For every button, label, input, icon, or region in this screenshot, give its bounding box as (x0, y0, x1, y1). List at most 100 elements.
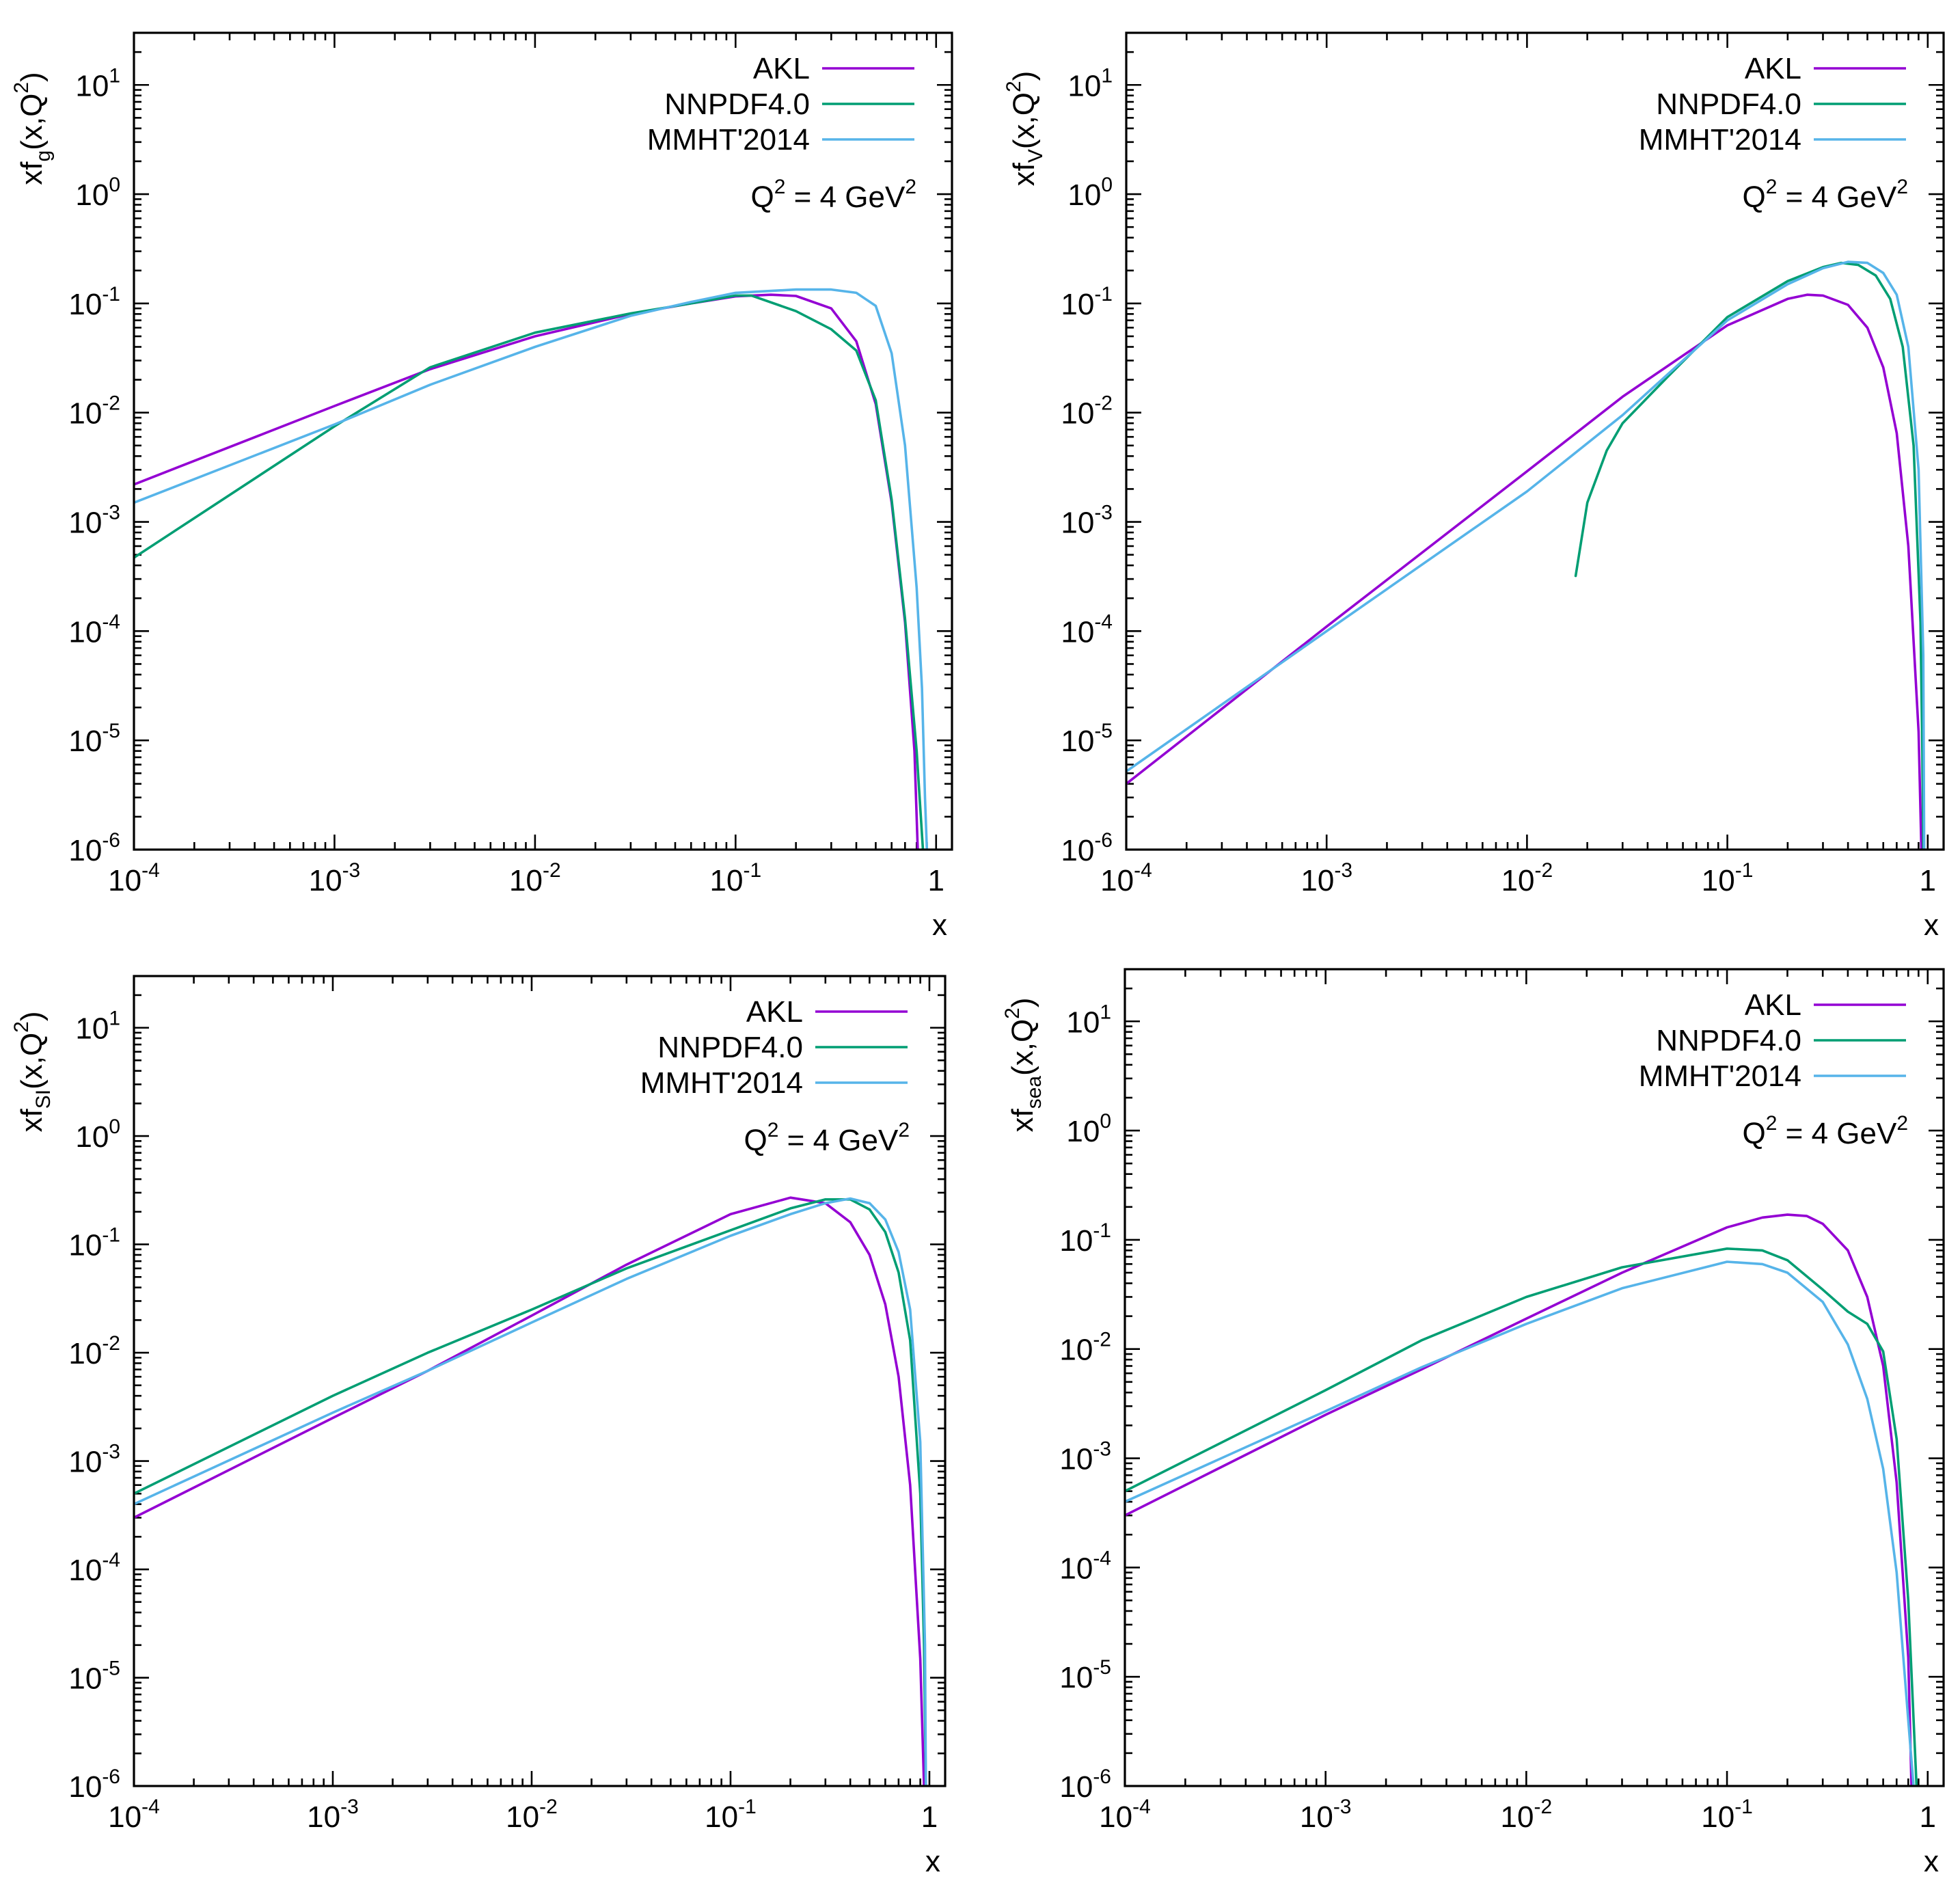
plot-frame (1125, 31, 1945, 851)
x-tick-label: 10-2 (1501, 1796, 1553, 1834)
legend-label: MMHT'2014 (1639, 1059, 1801, 1093)
y-tick-label: 10-1 (68, 283, 120, 321)
y-tick-label: 101 (1067, 64, 1113, 103)
x-tick-label: 10-3 (307, 1796, 359, 1834)
series-group (134, 288, 929, 850)
legend-label: AKL (1745, 988, 1801, 1022)
y-tick-label: 100 (75, 1115, 120, 1154)
legend-label: NNPDF4.0 (1656, 1024, 1801, 1057)
x-tick-label: 1 (1920, 1800, 1936, 1834)
y-tick-label: 101 (1066, 1001, 1111, 1039)
q2-annotation: Q2 = 4 GeV2 (744, 1119, 910, 1157)
y-tick-label: 10-6 (68, 829, 120, 867)
series-line-nnpdf4-0 (1125, 1247, 1918, 1786)
y-axis-ticks (134, 975, 945, 1787)
y-tick-label: 10-6 (68, 1766, 120, 1804)
y-tick-label: 10-3 (68, 502, 120, 540)
x-tick-label: 10-3 (1300, 1796, 1352, 1834)
x-axis-label: x (925, 1845, 940, 1878)
x-axis-ticks (133, 33, 938, 850)
x-axis-ticks (133, 976, 931, 1786)
y-tick-label: 10-2 (68, 392, 120, 431)
y-tick-label: 10-4 (1059, 1547, 1111, 1585)
y-tick-label: 10-5 (68, 1658, 120, 1696)
series-line-mmht-2014 (1125, 1260, 1915, 1786)
panel-singlet: 10-4 10-3 10-2 10-1 1 10-6 10-5 10-4 10-3 10-2 10-… (10, 975, 947, 1878)
y-tick-label: 10-2 (1061, 392, 1113, 431)
x-tick-label: 10-4 (108, 859, 160, 897)
y-tick-label: 10-1 (1059, 1219, 1111, 1258)
x-tick-label: 10-1 (710, 859, 762, 897)
q2-annotation: Q2 = 4 GeV2 (1743, 1112, 1909, 1150)
y-tick-label: 10-6 (1059, 1766, 1111, 1804)
series-line-mmht-2014 (1126, 260, 1926, 850)
x-axis-label: x (1924, 908, 1939, 942)
plot-frame (133, 31, 953, 851)
y-tick-label: 10-3 (68, 1441, 120, 1479)
legend-label: NNPDF4.0 (664, 87, 810, 121)
y-tick-label: 10-3 (1061, 502, 1113, 540)
y-tick-label: 10-4 (1061, 610, 1113, 649)
y-tick-label: 10-5 (1059, 1656, 1111, 1694)
y-tick-label: 10-1 (1061, 283, 1113, 321)
series-group (1126, 260, 1926, 850)
y-axis-label: xfg(x,Q2) (10, 72, 55, 185)
x-tick-label: 1 (921, 1800, 938, 1834)
x-tick-label: 10-4 (1099, 1796, 1151, 1834)
y-axis-ticks (1125, 968, 1944, 1787)
y-tick-label: 10-2 (1059, 1329, 1111, 1367)
series-line-mmht-2014 (134, 1197, 927, 1786)
x-tick-label: 10-3 (309, 859, 361, 897)
series-line-akl (134, 1196, 925, 1786)
x-tick-label: 10-2 (506, 1796, 558, 1834)
series-line-nnpdf4-0 (134, 294, 925, 850)
x-tick-label: 10-4 (108, 1796, 160, 1834)
legend-label: MMHT'2014 (1639, 123, 1801, 157)
x-tick-label: 10-2 (509, 859, 561, 897)
plot-frame (1124, 968, 1945, 1787)
y-axis-label: xfsea(x,Q2) (1001, 997, 1046, 1132)
series-line-nnpdf4-0 (134, 1198, 927, 1786)
x-tick-label: 10-1 (705, 1796, 757, 1834)
x-tick-label: 10-1 (1702, 859, 1754, 897)
panel-gluon: 10-4 10-3 10-2 10-1 1 10-6 10-5 10-4 10-3 10-2 10-… (10, 31, 953, 942)
x-tick-label: 10-3 (1301, 859, 1352, 897)
series-line-akl (1125, 1213, 1913, 1786)
y-tick-label: 100 (1067, 174, 1113, 212)
x-tick-label: 1 (1920, 864, 1936, 897)
y-tick-label: 10-5 (68, 720, 120, 758)
q2-annotation: Q2 = 4 GeV2 (1743, 176, 1909, 214)
x-tick-label: 10-4 (1100, 859, 1152, 897)
x-tick-label: 1 (928, 864, 944, 897)
y-tick-label: 10-5 (1061, 720, 1113, 758)
legend-label: NNPDF4.0 (657, 1031, 803, 1064)
x-tick-label: 10-1 (1701, 1796, 1753, 1834)
y-tick-label: 10-2 (68, 1332, 120, 1370)
y-tick-label: 100 (1066, 1110, 1111, 1148)
panel-valence: 10-4 10-3 10-2 10-1 1 10-6 10-5 10-4 10-3 10-2 10-… (1003, 31, 1945, 942)
y-axis-ticks (1126, 31, 1944, 851)
y-tick-label: 101 (75, 64, 120, 103)
q2-annotation: Q2 = 4 GeV2 (751, 176, 917, 214)
y-tick-label: 100 (75, 174, 120, 212)
x-tick-label: 10-2 (1501, 859, 1553, 897)
series-group (134, 1196, 927, 1786)
legend-label: AKL (1745, 52, 1801, 85)
panel-sea: 10-4 10-3 10-2 10-1 1 10-6 10-5 10-4 10-3 10-2 10-… (1001, 968, 1945, 1878)
legend-label: AKL (753, 52, 810, 85)
series-line-mmht-2014 (134, 288, 929, 850)
y-axis-label: xfSI(x,Q2) (10, 1011, 55, 1132)
y-tick-label: 10-4 (68, 1549, 120, 1587)
y-tick-label: 10-1 (68, 1224, 120, 1262)
x-axis-ticks (1124, 969, 1929, 1786)
y-axis-ticks (134, 31, 952, 851)
y-tick-label: 10-4 (68, 610, 120, 649)
legend-label: NNPDF4.0 (1656, 87, 1801, 121)
y-tick-label: 101 (75, 1007, 120, 1046)
legend-label: MMHT'2014 (647, 123, 810, 157)
series-line-nnpdf4-0 (1574, 261, 1925, 850)
